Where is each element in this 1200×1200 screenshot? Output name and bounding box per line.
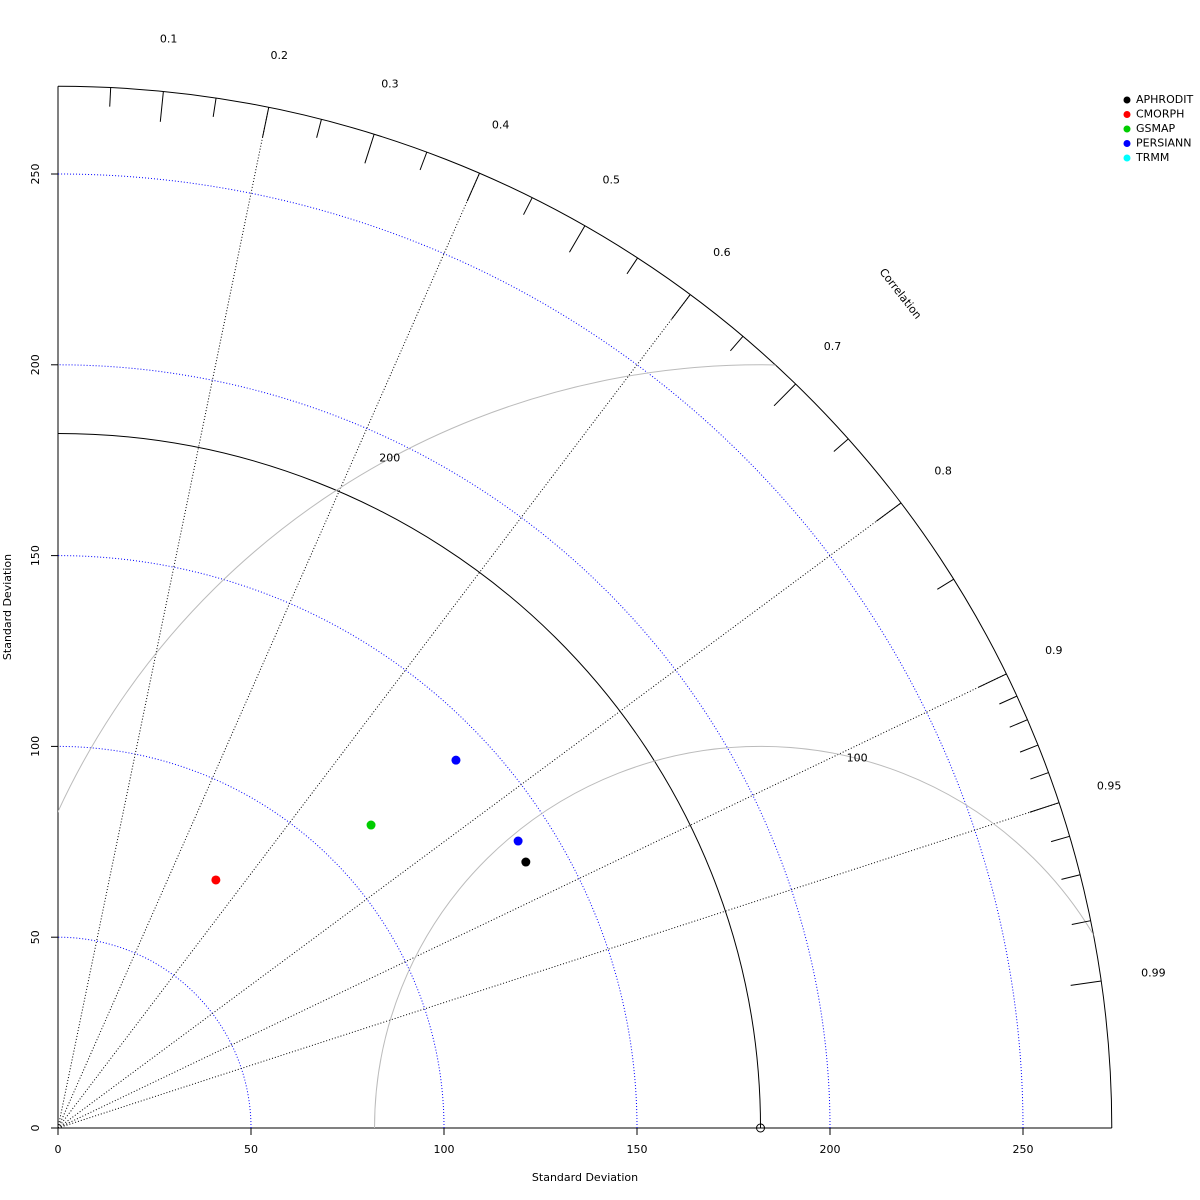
- correlation-tick-label: 0.4: [492, 118, 510, 131]
- rms-arc: [374, 745, 1112, 1128]
- x-tick-label: 150: [627, 1143, 648, 1156]
- correlation-minor-tick: [109, 87, 112, 107]
- data-point: [366, 820, 376, 830]
- correlation-minor-tick: [1061, 874, 1081, 880]
- outer-arc: [57, 85, 1113, 1129]
- correlation-tick: [671, 294, 691, 320]
- correlation-minor-tick: [937, 578, 954, 590]
- correlation-tick: [364, 134, 375, 164]
- correlation-minor-tick: [626, 257, 638, 275]
- sd-grid-arc: [57, 173, 1024, 1129]
- correlation-minor-tick: [730, 335, 744, 352]
- correlation-minor-tick: [833, 438, 849, 452]
- x-tick-label: 100: [434, 1143, 455, 1156]
- correlation-tick-label: 0.99: [1141, 967, 1166, 980]
- rms-arcs: [58, 364, 1112, 1128]
- legend-label: GSMAP: [1136, 122, 1176, 135]
- y-tick-label: 150: [29, 545, 42, 566]
- correlation-minor-tick: [1030, 772, 1049, 780]
- data-point: [211, 875, 221, 885]
- correlation-label: Correlation: [877, 266, 925, 322]
- rms-arc: [58, 364, 1112, 1128]
- correlation-minor-tick: [1009, 719, 1028, 728]
- correlation-minor-tick: [1050, 835, 1070, 843]
- correlation-tick-label: 0.5: [602, 174, 620, 187]
- sd-grid-arc: [57, 555, 638, 1129]
- correlation-minor-tick: [1071, 920, 1091, 925]
- correlation-tick-label: 0.95: [1097, 779, 1122, 792]
- data-point: [451, 755, 461, 765]
- correlation-tick-label: 0.9: [1045, 644, 1063, 657]
- legend-label: APHRODIT: [1136, 93, 1193, 106]
- correlation-tick: [876, 502, 902, 522]
- x-tick-label: 250: [1013, 1143, 1034, 1156]
- y-axis-label: Standard Deviation: [1, 554, 14, 660]
- sd-grid-arc: [57, 936, 252, 1129]
- legend-marker: [1123, 111, 1131, 118]
- x-axis-label: Standard Deviation: [532, 1171, 638, 1184]
- reference-point: [756, 1123, 766, 1133]
- correlation-tick-label: 0.1: [160, 33, 178, 46]
- y-tick-label: 250: [29, 164, 42, 185]
- correlation-tick: [262, 107, 270, 138]
- correlation-line: [57, 173, 480, 1129]
- correlation-minor-tick: [212, 97, 217, 117]
- correlation-line: [57, 107, 270, 1129]
- sd-grid-arc: [57, 364, 831, 1129]
- sd-grid-arc: [57, 745, 445, 1129]
- correlation-tick: [1029, 802, 1060, 813]
- correlation-tick: [466, 173, 480, 202]
- rms-label: 100: [847, 752, 868, 765]
- rms-label: 200: [379, 452, 400, 465]
- correlation-line: [57, 802, 1060, 1129]
- y-tick-label: 200: [29, 354, 42, 375]
- correlation-tick-label: 0.2: [271, 49, 289, 62]
- correlation-minor-tick: [523, 197, 533, 215]
- correlation-minor-tick: [316, 119, 322, 138]
- correlation-tick: [773, 383, 797, 407]
- y-tick-label: 50: [29, 930, 42, 944]
- data-point: [521, 857, 531, 867]
- correlation-tick-label: 0.8: [934, 465, 952, 478]
- correlation-tick-label: 0.7: [824, 340, 842, 353]
- correlation-tick: [978, 673, 1007, 688]
- correlation-line: [57, 502, 902, 1129]
- correlation-tick: [159, 91, 164, 122]
- legend-label: TRMM: [1135, 151, 1169, 164]
- legend-marker: [1123, 96, 1131, 104]
- legend-label: CMORPH: [1136, 108, 1184, 121]
- legend-marker: [1123, 125, 1131, 133]
- correlation-minor-tick: [419, 151, 428, 171]
- correlation-line: [57, 673, 1007, 1129]
- y-tick-label: 0: [29, 1125, 42, 1132]
- correlation-line: [57, 294, 691, 1129]
- x-tick-label: 200: [820, 1143, 841, 1156]
- legend-marker: [1123, 140, 1131, 147]
- correlation-tick: [1070, 980, 1102, 986]
- correlation-tick-label: 0.6: [713, 246, 731, 259]
- legend-label: PERSIANN: [1136, 137, 1191, 150]
- data-point: [513, 836, 523, 846]
- correlation-minor-tick: [999, 695, 1018, 705]
- reference-arc: [57, 432, 762, 1129]
- y-tick-label: 100: [29, 736, 42, 757]
- correlation-tick: [569, 225, 586, 253]
- correlation-minor-tick: [1019, 744, 1039, 753]
- x-tick-label: 0: [55, 1143, 62, 1156]
- correlation-tick-label: 0.3: [381, 78, 399, 91]
- legend-marker: [1123, 154, 1131, 162]
- x-tick-label: 50: [244, 1143, 258, 1156]
